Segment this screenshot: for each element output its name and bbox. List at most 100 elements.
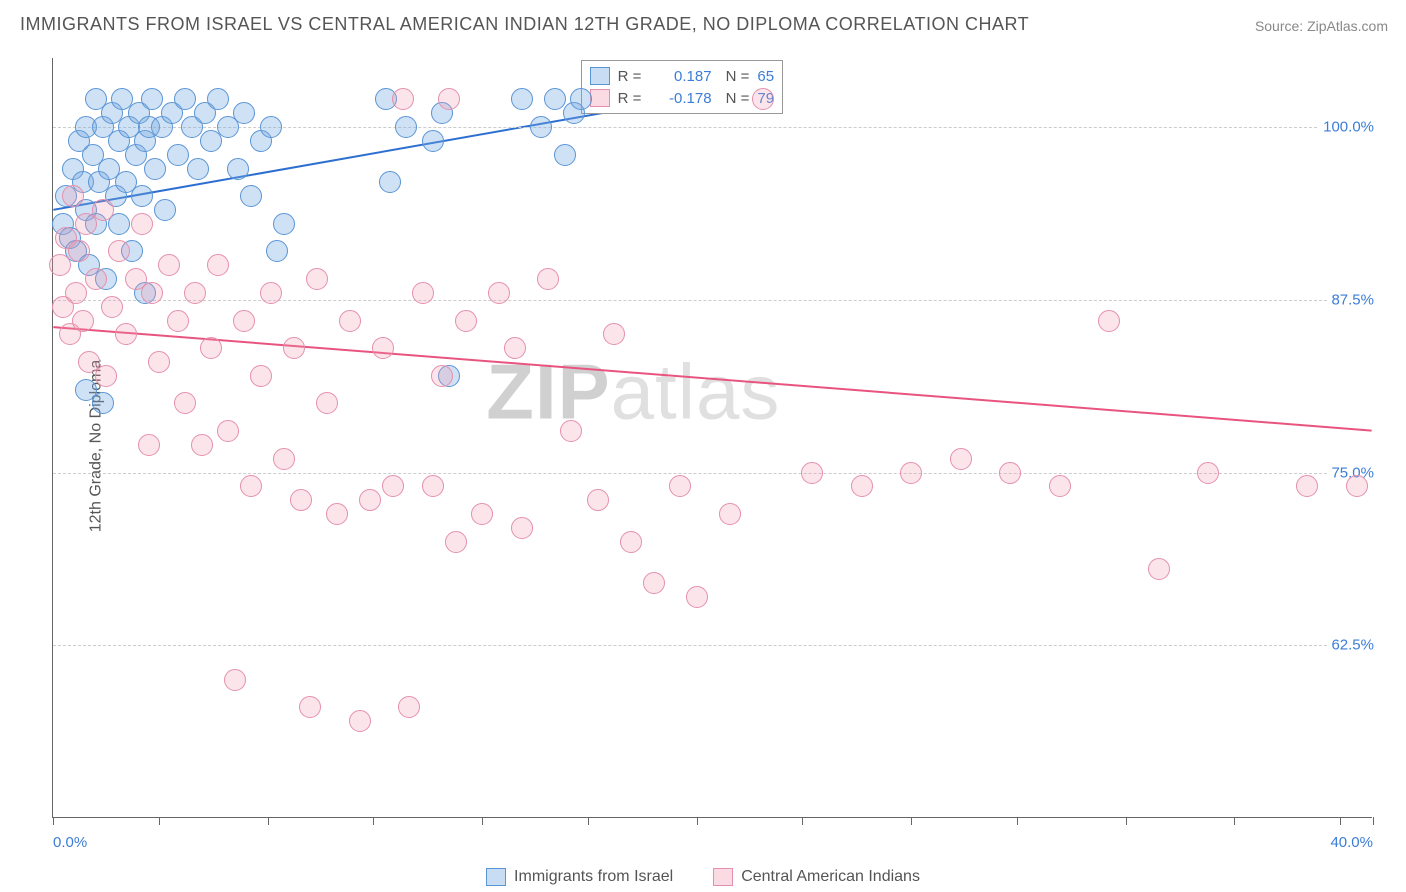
data-point [554,144,576,166]
watermark-zip: ZIP [486,347,610,435]
data-point [431,365,453,387]
data-point [148,351,170,373]
x-tick [1373,817,1374,825]
data-point [339,310,361,332]
data-point [719,503,741,525]
r-label: R = [618,90,650,107]
x-tick [1234,817,1235,825]
data-point [643,572,665,594]
r-value: 0.187 [658,68,712,85]
data-point [801,462,823,484]
data-point [260,116,282,138]
data-point [1197,462,1219,484]
data-point [422,475,444,497]
data-point [392,88,414,110]
data-point [144,158,166,180]
source-label: Source: ZipAtlas.com [1255,18,1388,34]
data-point [379,171,401,193]
data-point [260,282,282,304]
data-point [398,696,420,718]
data-point [174,88,196,110]
legend-label: Immigrants from Israel [514,868,673,886]
data-point [504,337,526,359]
data-point [1148,558,1170,580]
n-value: 65 [757,68,774,85]
data-point [273,213,295,235]
x-tick [1340,817,1341,825]
data-point [438,88,460,110]
data-point [233,102,255,124]
data-point [306,268,328,290]
data-point [382,475,404,497]
data-point [511,88,533,110]
data-point [587,489,609,511]
data-point [131,185,153,207]
data-point [158,254,180,276]
x-tick-label: 40.0% [1330,834,1373,851]
data-point [537,268,559,290]
x-tick [697,817,698,825]
data-point [471,503,493,525]
data-point [250,365,272,387]
data-point [488,282,510,304]
data-point [131,213,153,235]
watermark-atlas: atlas [611,347,781,435]
data-point [395,116,417,138]
watermark: ZIPatlas [486,346,780,437]
legend-item: Immigrants from Israel [486,868,673,886]
data-point [359,489,381,511]
y-tick-label: 100.0% [1319,119,1374,136]
data-point [455,310,477,332]
data-point [115,323,137,345]
data-point [290,489,312,511]
legend-swatch [590,67,610,85]
r-label: R = [618,68,650,85]
data-point [154,199,176,221]
x-tick [373,817,374,825]
data-point [669,475,691,497]
data-point [141,282,163,304]
data-point [349,710,371,732]
n-label: N = [726,68,750,85]
legend-item: Central American Indians [713,868,920,886]
data-point [412,282,434,304]
data-point [560,420,582,442]
data-point [167,310,189,332]
data-point [686,586,708,608]
x-tick [911,817,912,825]
data-point [372,337,394,359]
data-point [174,392,196,414]
data-point [240,185,262,207]
data-point [187,158,209,180]
data-point [167,144,189,166]
legend-swatch [713,868,733,886]
data-point [299,696,321,718]
data-point [138,434,160,456]
data-point [101,296,123,318]
data-point [92,392,114,414]
data-point [1098,310,1120,332]
x-tick [802,817,803,825]
x-tick [53,817,54,825]
data-point [207,254,229,276]
data-point [200,337,222,359]
data-point [570,88,592,110]
data-point [65,282,87,304]
data-point [217,420,239,442]
data-point [62,185,84,207]
r-value: -0.178 [658,90,712,107]
data-point [422,130,444,152]
data-point [184,282,206,304]
data-point [530,116,552,138]
stats-legend-row: R = 0.187 N = 65 [590,65,774,87]
data-point [1049,475,1071,497]
data-point [752,88,774,110]
gridline [53,473,1372,474]
x-tick [268,817,269,825]
legend-swatch [486,868,506,886]
legend-swatch [590,89,610,107]
trend-lines [53,58,1372,817]
data-point [273,448,295,470]
x-tick-label: 0.0% [53,834,87,851]
gridline [53,300,1372,301]
